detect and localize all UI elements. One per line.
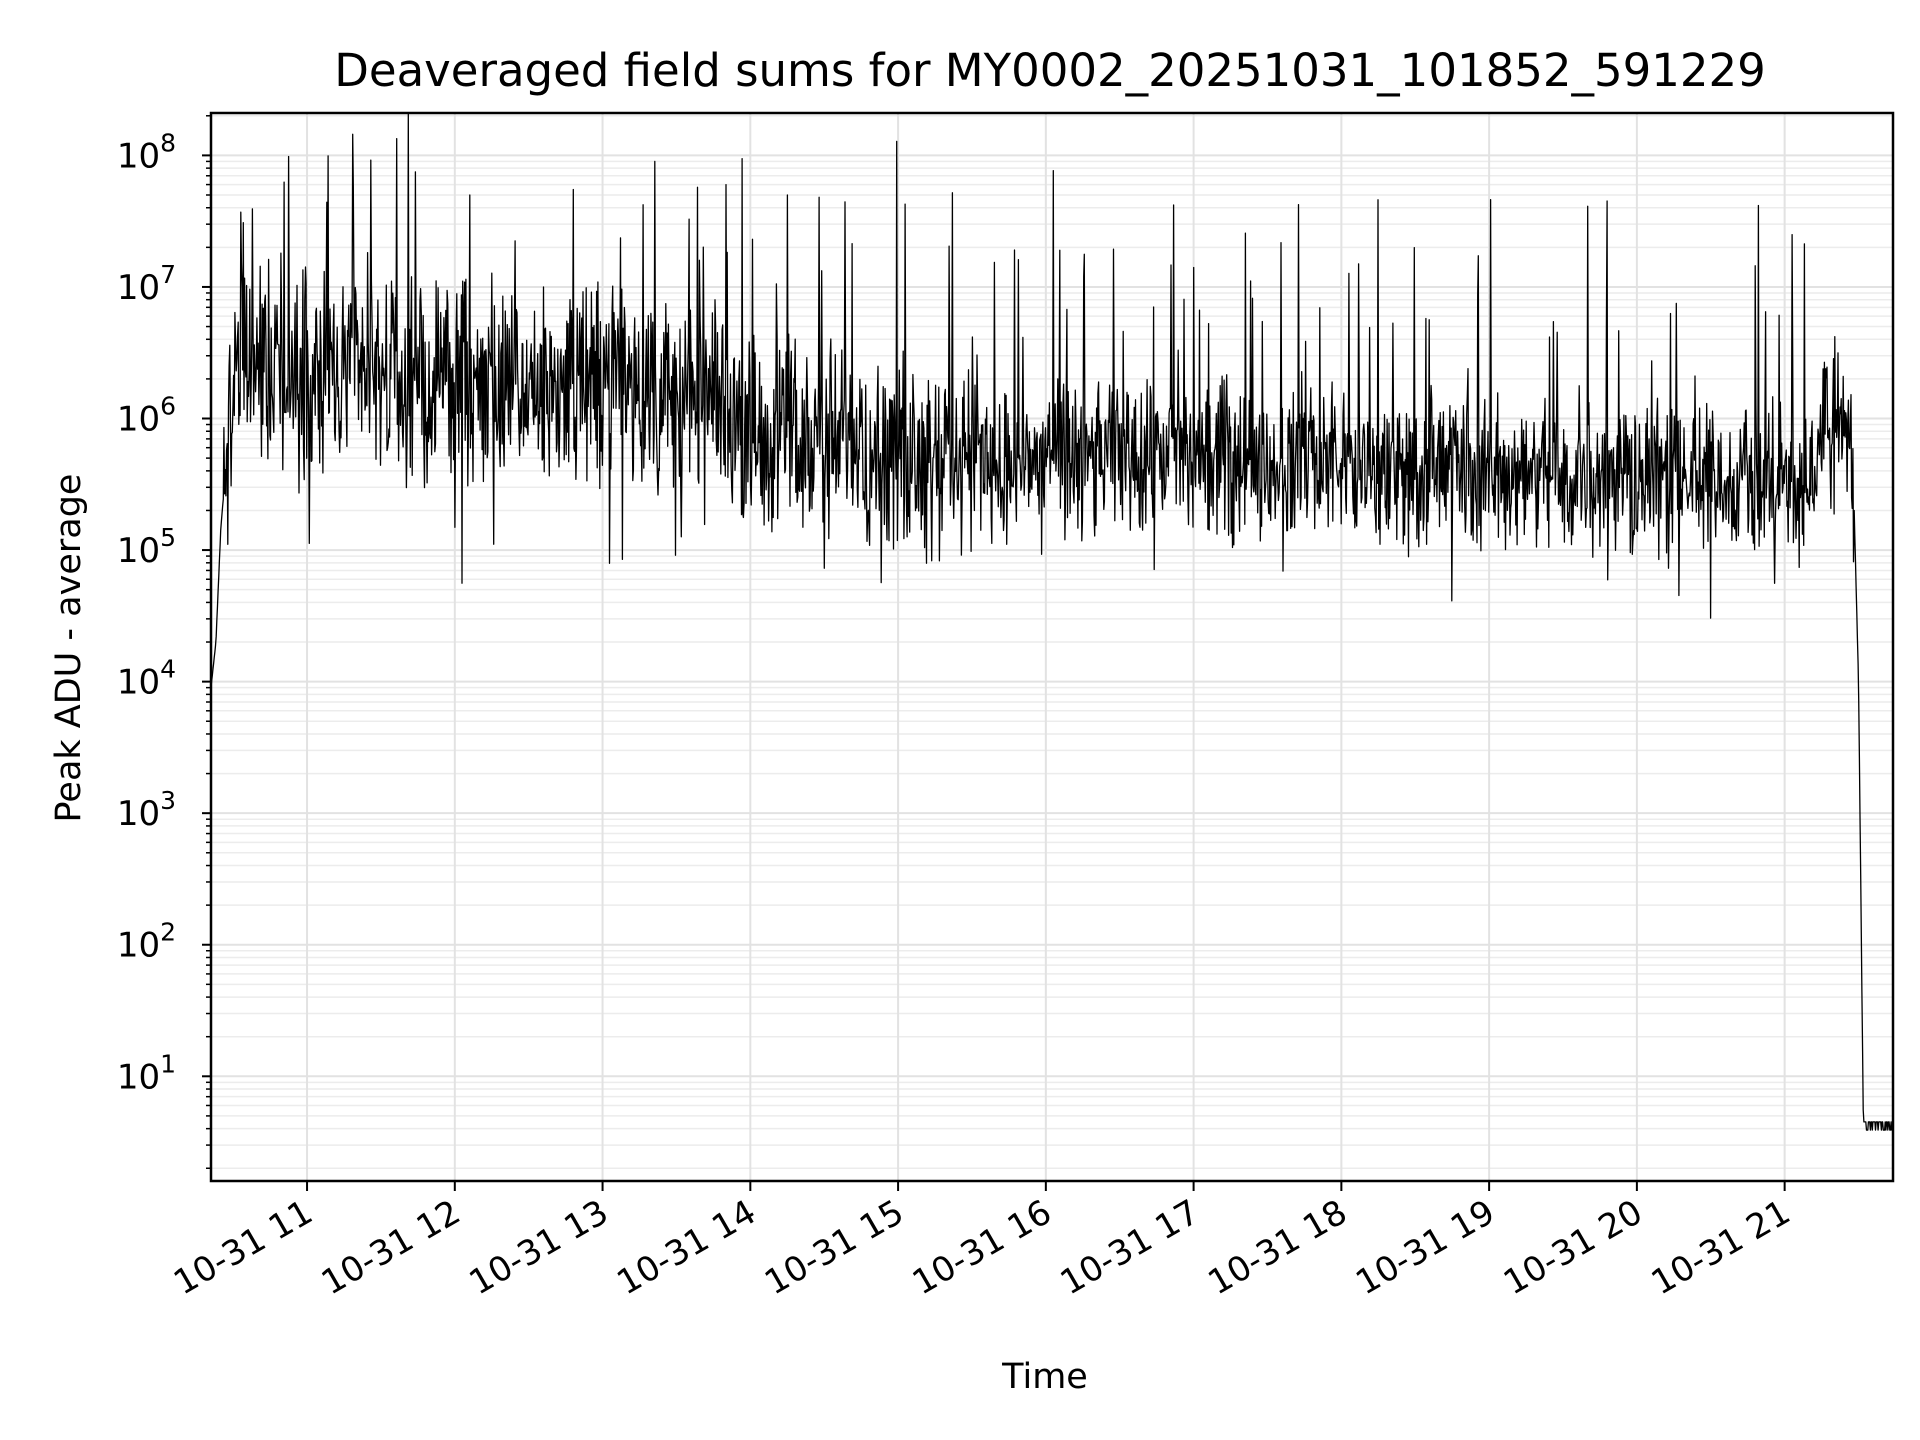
y-axis: 101 102 103 104 105 106 107 108 bbox=[117, 115, 211, 1170]
series-line bbox=[210, 112, 1894, 1131]
series-path bbox=[210, 112, 1894, 1131]
y-tick-label: 103 bbox=[117, 786, 176, 834]
grid-lines bbox=[211, 113, 1893, 1181]
y-tick-label: 108 bbox=[117, 128, 176, 176]
chart-title: Deaveraged field sums for MY0002_2025103… bbox=[334, 44, 1766, 97]
y-tick-label: 101 bbox=[117, 1049, 176, 1097]
y-tick-label: 104 bbox=[117, 655, 176, 703]
plot-frame bbox=[209, 111, 1895, 1183]
y-tick-label: 106 bbox=[117, 392, 176, 440]
y-axis-label: Peak ADU - average bbox=[49, 474, 89, 823]
x-axis-label: Time bbox=[1001, 1357, 1088, 1397]
y-tick-label: 107 bbox=[117, 260, 176, 308]
y-tick-label: 105 bbox=[117, 523, 176, 571]
y-tick-label: 102 bbox=[117, 918, 176, 966]
